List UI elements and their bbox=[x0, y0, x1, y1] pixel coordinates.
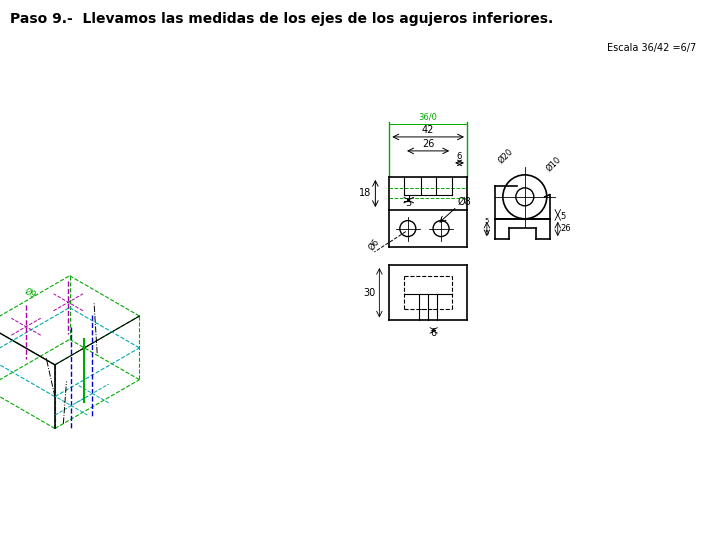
Text: 6: 6 bbox=[456, 152, 462, 161]
Text: 5: 5 bbox=[405, 198, 412, 208]
Text: Ø9: Ø9 bbox=[22, 286, 37, 300]
Text: Ø6: Ø6 bbox=[367, 237, 382, 252]
Text: 6: 6 bbox=[431, 328, 437, 339]
Text: 36/0: 36/0 bbox=[419, 113, 438, 122]
Text: 18: 18 bbox=[359, 188, 372, 199]
Text: 26: 26 bbox=[422, 139, 434, 149]
Text: 5: 5 bbox=[485, 218, 489, 224]
Text: Escala 36/42 =6/7: Escala 36/42 =6/7 bbox=[607, 43, 696, 53]
Text: 26: 26 bbox=[561, 225, 572, 233]
Text: Ø10: Ø10 bbox=[545, 154, 563, 173]
Text: 30: 30 bbox=[363, 288, 375, 298]
Text: Ø8: Ø8 bbox=[458, 197, 472, 207]
Text: 5: 5 bbox=[561, 212, 566, 221]
Text: 42: 42 bbox=[422, 125, 434, 135]
Text: Ø20: Ø20 bbox=[497, 146, 516, 165]
Text: 5: 5 bbox=[485, 230, 489, 236]
Text: Paso 9.-  Llevamos las medidas de los ejes de los agujeros inferiores.: Paso 9.- Llevamos las medidas de los eje… bbox=[10, 12, 553, 26]
